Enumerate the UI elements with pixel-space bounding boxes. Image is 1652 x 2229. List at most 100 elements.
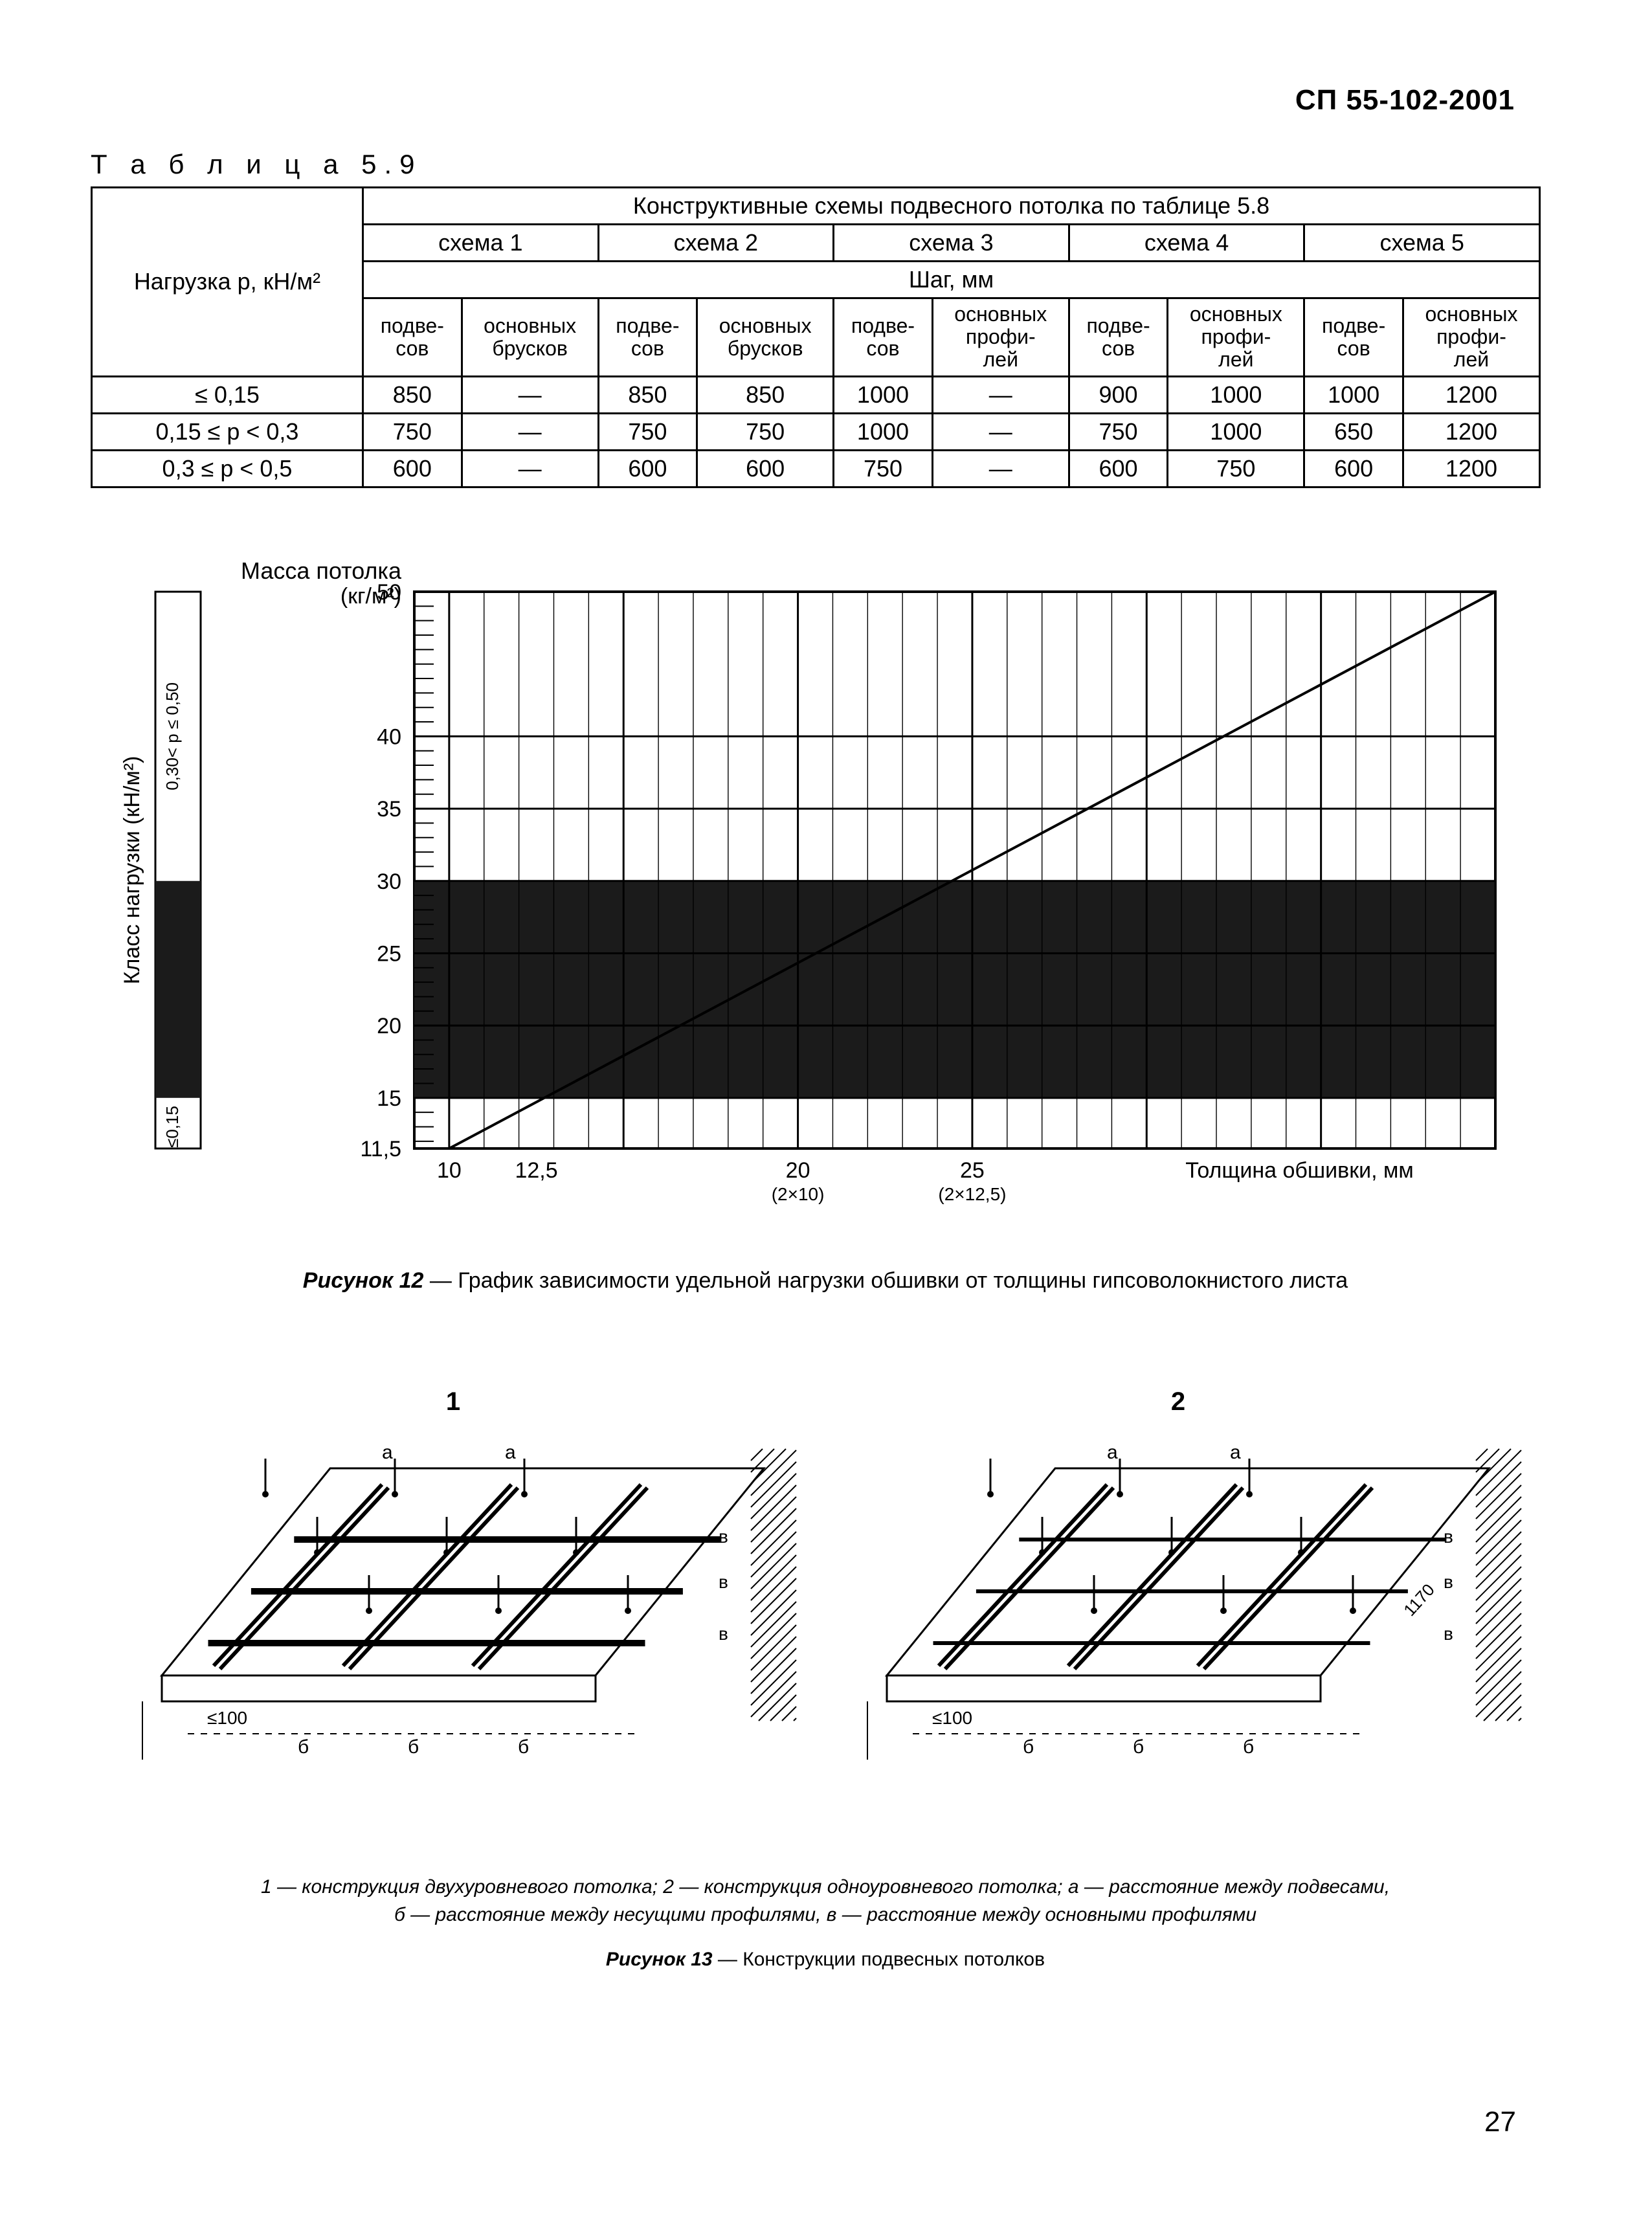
svg-text:Класс нагрузки (кН/м²): Класс нагрузки (кН/м²) xyxy=(120,756,144,984)
fig13-line1: 1 — конструкция двухуровневого потолка; … xyxy=(261,1876,1390,1898)
svg-text:б: б xyxy=(1023,1736,1034,1758)
svg-text:б: б xyxy=(298,1736,309,1758)
svg-text:(2×10): (2×10) xyxy=(772,1184,825,1204)
th-step: Шаг, мм xyxy=(363,262,1540,298)
fig13-line2: б — расстояние между несущими профилями,… xyxy=(394,1904,1256,1925)
th-sub: основных профи- лей xyxy=(932,298,1069,377)
svg-text:a: a xyxy=(1107,1442,1118,1463)
td-load: 0,3 ≤ p < 0,5 xyxy=(92,450,363,487)
td-val: 600 xyxy=(697,450,834,487)
svg-text:≤100: ≤100 xyxy=(932,1708,972,1728)
fig12-rest: — График зависимости удельной нагрузки о… xyxy=(423,1268,1348,1293)
svg-text:25: 25 xyxy=(377,941,401,966)
td-load: 0,15 ≤ p < 0,3 xyxy=(92,413,363,450)
svg-text:25: 25 xyxy=(960,1158,985,1183)
td-val: 750 xyxy=(1168,450,1304,487)
th-sub: подве- сов xyxy=(1304,298,1403,377)
svg-text:≤0,15: ≤0,15 xyxy=(162,1106,182,1148)
svg-text:Толщина обшивки, мм: Толщина обшивки, мм xyxy=(1185,1158,1413,1183)
svg-text:20: 20 xyxy=(786,1158,810,1183)
svg-text:20: 20 xyxy=(377,1014,401,1038)
svg-text:≤100: ≤100 xyxy=(207,1708,247,1728)
td-val: 750 xyxy=(697,413,834,450)
doc-code: СП 55-102-2001 xyxy=(91,84,1515,117)
td-val: 600 xyxy=(1069,450,1168,487)
th-s1: схема 1 xyxy=(363,225,599,262)
td-val: — xyxy=(462,413,598,450)
page-number: 27 xyxy=(1484,2106,1516,2138)
fig12-bold: Рисунок 12 xyxy=(303,1268,424,1293)
th-sub: основных профи- лей xyxy=(1403,298,1539,377)
td-val: 750 xyxy=(834,450,933,487)
th-s5: схема 5 xyxy=(1304,225,1540,262)
svg-text:11,5: 11,5 xyxy=(360,1137,401,1161)
td-val: 650 xyxy=(1304,413,1403,450)
figure-13: 1aaбббввв≤1002aaбббввв≤1001170 xyxy=(91,1371,1560,1841)
fig13-rest: — Конструкции подвесных потолков xyxy=(713,1949,1045,1970)
svg-text:1170: 1170 xyxy=(1400,1580,1438,1620)
svg-text:б: б xyxy=(1133,1736,1144,1758)
td-load: ≤ 0,15 xyxy=(92,376,363,413)
svg-text:б: б xyxy=(518,1736,529,1758)
th-load-text: Нагрузка p, кН/м² xyxy=(134,268,320,295)
td-val: 1000 xyxy=(834,376,933,413)
td-val: 850 xyxy=(598,376,697,413)
svg-text:в: в xyxy=(1444,1624,1453,1644)
svg-text:в: в xyxy=(1444,1527,1453,1547)
fig13-bold: Рисунок 13 xyxy=(606,1949,713,1970)
svg-text:2: 2 xyxy=(1171,1387,1185,1416)
th-sub: подве- сов xyxy=(834,298,933,377)
svg-text:40: 40 xyxy=(377,724,401,749)
td-val: 900 xyxy=(1069,376,1168,413)
svg-text:б: б xyxy=(408,1736,419,1758)
svg-text:1: 1 xyxy=(446,1387,460,1416)
svg-text:30: 30 xyxy=(377,869,401,893)
td-val: — xyxy=(462,376,598,413)
th-load: Нагрузка p, кН/м² xyxy=(92,188,363,377)
th-sub: подве- сов xyxy=(1069,298,1168,377)
td-val: 1200 xyxy=(1403,376,1539,413)
th-sub: основных брусков xyxy=(697,298,834,377)
td-val: 750 xyxy=(1069,413,1168,450)
th-sub: основных брусков xyxy=(462,298,598,377)
svg-text:(кг/м²): (кг/м²) xyxy=(340,584,401,609)
th-sub: подве- сов xyxy=(598,298,697,377)
svg-text:в: в xyxy=(719,1572,728,1592)
td-val: — xyxy=(932,376,1069,413)
th-s3: схема 3 xyxy=(834,225,1069,262)
td-val: 750 xyxy=(598,413,697,450)
th-sub: основных профи- лей xyxy=(1168,298,1304,377)
td-val: 1000 xyxy=(1168,376,1304,413)
figure-13-legend: 1 — конструкция двухуровневого потолка; … xyxy=(91,1873,1560,1974)
svg-text:в: в xyxy=(1444,1572,1453,1592)
td-val: — xyxy=(462,450,598,487)
td-val: 850 xyxy=(363,376,462,413)
td-val: 600 xyxy=(363,450,462,487)
svg-text:a: a xyxy=(505,1442,516,1463)
td-val: 600 xyxy=(598,450,697,487)
td-val: 1000 xyxy=(834,413,933,450)
td-val: 850 xyxy=(697,376,834,413)
th-top: Конструктивные схемы подвесного потолка … xyxy=(363,188,1540,225)
td-val: — xyxy=(932,450,1069,487)
svg-text:15: 15 xyxy=(377,1086,401,1110)
figure-12-chart: 11,515202530354050Масса потолка(кг/м²)10… xyxy=(117,553,1528,1242)
td-val: 600 xyxy=(1304,450,1403,487)
svg-text:в: в xyxy=(719,1527,728,1547)
svg-text:Масса потолка: Масса потолка xyxy=(241,557,402,584)
td-val: 750 xyxy=(363,413,462,450)
table-5-9: Нагрузка p, кН/м² Конструктивные схемы п… xyxy=(91,186,1541,488)
td-val: 1200 xyxy=(1403,413,1539,450)
th-s4: схема 4 xyxy=(1069,225,1304,262)
th-s2: схема 2 xyxy=(598,225,834,262)
svg-text:35: 35 xyxy=(377,797,401,822)
td-val: 1000 xyxy=(1304,376,1403,413)
table-caption: Т а б л и ц а 5.9 xyxy=(91,149,1560,180)
svg-text:(2×12,5): (2×12,5) xyxy=(938,1184,1006,1204)
th-sub: подве- сов xyxy=(363,298,462,377)
svg-text:0,30< p ≤ 0,50: 0,30< p ≤ 0,50 xyxy=(162,682,182,790)
svg-text:в: в xyxy=(719,1624,728,1644)
svg-text:a: a xyxy=(382,1442,393,1463)
svg-text:12,5: 12,5 xyxy=(515,1158,557,1183)
svg-text:б: б xyxy=(1243,1736,1254,1758)
